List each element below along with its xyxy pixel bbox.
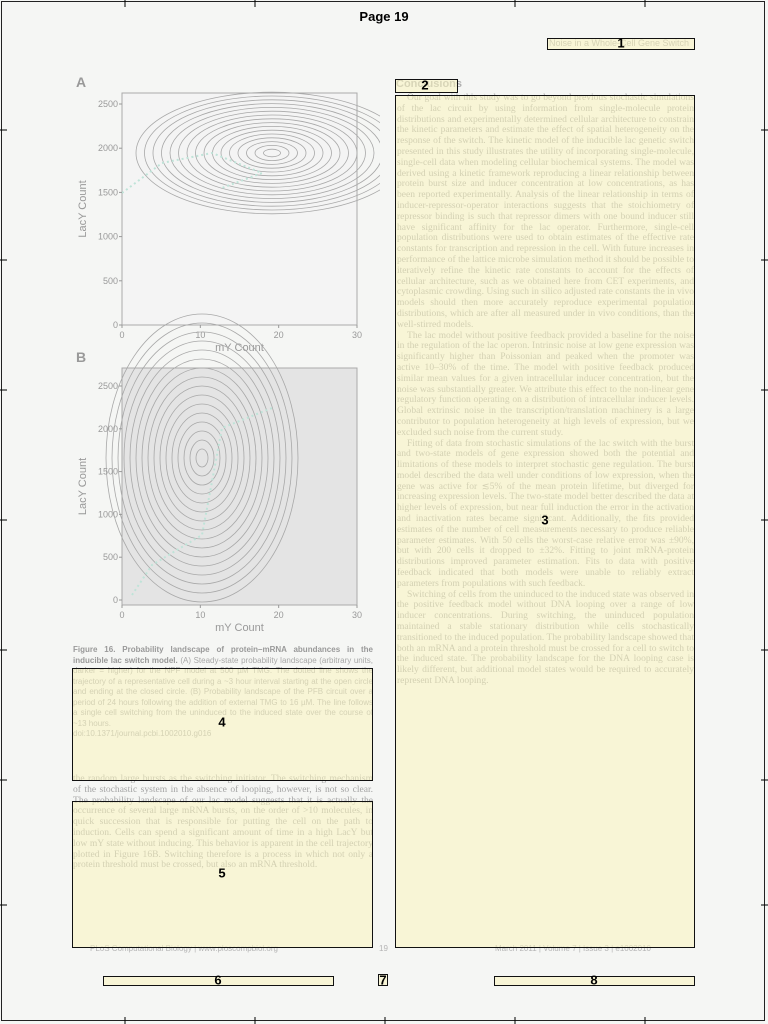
caption-title: Figure 16. Probability landscape of prot… — [73, 645, 373, 665]
annotation-box — [395, 79, 458, 93]
contour — [169, 107, 375, 199]
footer-page: 19 — [379, 944, 388, 953]
contour — [220, 129, 324, 177]
contour — [195, 118, 349, 188]
x-tick-label: 30 — [352, 330, 362, 340]
contour — [117, 331, 287, 585]
annotation-box — [378, 974, 388, 986]
contour — [229, 133, 315, 173]
contour — [165, 403, 239, 513]
x-tick-label: 0 — [119, 330, 124, 340]
contour — [152, 99, 380, 207]
page-title: Page 19 — [359, 9, 409, 24]
footer-issue: March 2011 | Volume 7 | Issue 3 | e10020… — [495, 944, 651, 953]
contour — [195, 448, 209, 468]
contour — [183, 430, 221, 486]
contour — [254, 145, 290, 162]
y-tick-label: 0 — [113, 595, 118, 605]
contours — [135, 91, 380, 215]
panel-label: B — [76, 349, 86, 365]
x-tick-label: 10 — [195, 610, 205, 620]
annotation-box — [494, 976, 695, 986]
annotation-label: 7 — [379, 972, 387, 988]
y-tick-label: 2000 — [98, 424, 118, 434]
annotation-label: 4 — [218, 714, 226, 730]
contour — [237, 137, 307, 169]
annotation-label: 8 — [590, 972, 598, 988]
contour — [147, 376, 257, 540]
x-tick-label: 30 — [352, 610, 362, 620]
x-tick-label: 20 — [274, 330, 284, 340]
y-tick-label: 1500 — [98, 187, 118, 197]
plot-area — [121, 92, 358, 326]
y-axis-label: LacY Count — [77, 458, 89, 515]
annotation-box — [72, 668, 373, 781]
panel-label: A — [76, 74, 86, 90]
x-tick-label: 20 — [274, 610, 284, 620]
x-axis-label: mY Count — [215, 342, 264, 354]
x-tick-label: 0 — [119, 610, 124, 620]
contour — [141, 367, 263, 549]
contour — [159, 394, 245, 522]
y-tick-label: 0 — [113, 320, 118, 330]
contour — [123, 340, 281, 576]
contour — [161, 103, 380, 203]
trajectory — [121, 151, 265, 194]
y-tick-label: 2500 — [98, 381, 118, 391]
contour — [263, 148, 281, 158]
y-tick-label: 500 — [103, 276, 118, 286]
annotation-label: 6 — [214, 972, 222, 988]
y-axis-label: LacY Count — [77, 180, 89, 237]
contour — [129, 349, 275, 567]
annotation-label: 3 — [541, 512, 549, 528]
annotation-box — [72, 801, 373, 948]
y-tick-label: 2500 — [98, 99, 118, 109]
contour — [189, 439, 215, 477]
y-tick-label: 1000 — [98, 509, 118, 519]
annotation-box — [103, 976, 334, 986]
y-tick-label: 1000 — [98, 232, 118, 242]
x-axis-label: mY Count — [215, 622, 264, 634]
annotation-label: 5 — [218, 865, 226, 881]
contours — [105, 313, 299, 603]
x-tick-label: 10 — [195, 330, 205, 340]
contour — [203, 122, 341, 184]
contour — [246, 141, 298, 165]
contour — [105, 313, 299, 603]
contour — [171, 412, 233, 504]
footer-journal: PLoS Computational Biology | www.ploscom… — [90, 944, 278, 953]
contour — [144, 95, 380, 211]
y-tick-label: 500 — [103, 552, 118, 562]
annotation-box — [547, 38, 695, 50]
contour — [111, 322, 293, 594]
annotation-label: 1 — [617, 35, 625, 51]
annotation-label: 2 — [421, 77, 429, 93]
annotation-box — [395, 95, 695, 948]
contour — [135, 91, 380, 215]
contour — [178, 110, 366, 196]
y-tick-label: 2000 — [98, 143, 118, 153]
y-tick-label: 1500 — [98, 467, 118, 477]
contour — [135, 358, 269, 558]
contour — [186, 114, 358, 192]
contour — [153, 385, 251, 531]
trajectory — [131, 407, 273, 596]
contour — [177, 421, 227, 495]
